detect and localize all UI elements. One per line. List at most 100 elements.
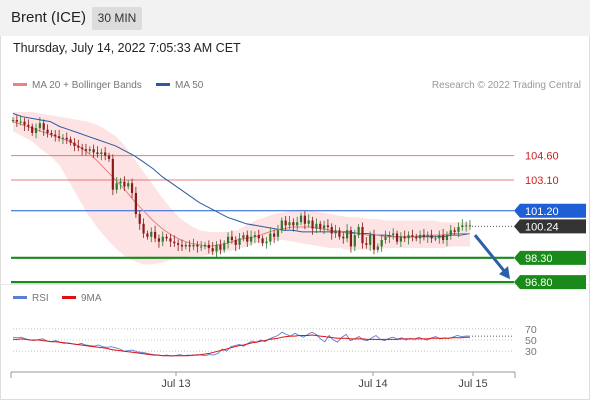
rsi-line — [12, 331, 470, 357]
level-label-101-20: 101.20 — [525, 206, 559, 218]
candle-body — [119, 181, 122, 184]
candle-body — [449, 230, 452, 236]
candle-body — [177, 243, 180, 245]
candle-body — [27, 124, 30, 127]
candle-body — [23, 121, 26, 125]
candle-body — [280, 220, 283, 231]
candle-body — [161, 236, 164, 242]
candle-body — [395, 233, 399, 242]
candle-body — [192, 244, 195, 247]
candle-body — [46, 129, 49, 133]
candle-body — [138, 214, 141, 224]
candle-body — [73, 142, 76, 146]
timeframe-badge[interactable]: 30 MIN — [92, 7, 142, 30]
candle-body — [38, 123, 41, 129]
level-tag-101-20 — [514, 203, 586, 218]
candle-body — [361, 227, 364, 244]
candle-body — [34, 128, 38, 133]
legend-swatch-ma-bb — [13, 82, 27, 86]
candle-body — [150, 231, 153, 237]
candle-body — [157, 238, 161, 242]
candle-body — [299, 215, 303, 223]
candle-body — [19, 121, 22, 123]
x-tick-label: Jul 15 — [458, 378, 487, 390]
candle-body — [77, 145, 80, 148]
candle-body — [296, 222, 299, 226]
candle-body — [226, 236, 230, 244]
candle-body — [376, 246, 379, 250]
candle-body — [457, 227, 460, 232]
candle-body — [330, 227, 333, 234]
candle-body — [326, 225, 330, 228]
candle-body — [288, 222, 291, 226]
candle-body — [426, 235, 429, 237]
candle-body — [430, 235, 433, 239]
candle-body — [369, 235, 372, 245]
candle-body — [442, 235, 445, 240]
candle-body — [257, 235, 260, 239]
candle-body — [165, 236, 168, 239]
candle-body — [399, 236, 402, 242]
candle-body — [250, 236, 253, 242]
candle-body — [84, 149, 88, 151]
candle-body — [196, 244, 199, 247]
rsi-tick-label: 50 — [525, 335, 537, 347]
candle-body — [365, 243, 368, 245]
candle-body — [230, 236, 233, 240]
legend-rsi: RSI — [13, 293, 49, 304]
candle-body — [50, 132, 53, 135]
candle-body — [203, 244, 207, 247]
level-tag-100-24 — [514, 219, 586, 234]
candle-body — [322, 225, 326, 229]
candle-body — [246, 235, 249, 242]
candle-body — [69, 139, 72, 143]
candle-body — [123, 181, 126, 187]
candle-body — [372, 235, 376, 250]
candle-body — [415, 236, 418, 239]
level-label-100-24: 100.24 — [525, 221, 559, 233]
level-label-104-60: 104.60 — [525, 151, 559, 163]
forecast-arrow-head — [499, 266, 510, 280]
legend-label-rsi: RSI — [32, 293, 49, 304]
candle-body — [173, 241, 176, 244]
candle-body — [461, 225, 464, 228]
candle-body — [319, 223, 322, 229]
level-label-103-10: 103.10 — [525, 175, 559, 187]
candle-body — [418, 235, 422, 239]
legend-9ma: 9MA — [62, 293, 102, 304]
candle-body — [445, 235, 449, 240]
candle-body — [142, 223, 145, 234]
legend-label-9ma: 9MA — [81, 293, 102, 304]
candle-body — [265, 241, 268, 244]
candle-body — [31, 126, 34, 133]
candle-body — [234, 239, 237, 245]
copyright-text: Research © 2022 Trading Central — [431, 80, 581, 91]
candle-body — [188, 244, 191, 247]
candle-body — [334, 230, 337, 234]
candle-body — [403, 236, 406, 239]
candle-body — [269, 233, 272, 242]
candle-body — [357, 227, 360, 236]
legend-swatch-9ma — [62, 295, 76, 299]
candle-body — [411, 235, 414, 237]
candle-body — [11, 119, 15, 121]
candle-body — [292, 222, 295, 226]
level-tag-96-80 — [514, 275, 586, 290]
candle-body — [219, 244, 222, 250]
header-bar: Brent (ICE) 30 MIN — [0, 0, 590, 36]
rsi-tick-label: 70 — [525, 324, 537, 336]
candle-body — [253, 235, 257, 237]
x-tick-label: Jul 14 — [358, 378, 387, 390]
candle-body — [223, 243, 226, 250]
timestamp: Thursday, July 14, 2022 7:05:33 AM CET — [13, 41, 241, 55]
candle-body — [15, 119, 18, 122]
forecast-arrow-shaft — [473, 234, 508, 275]
candle-body — [88, 149, 91, 151]
legend-swatch-rsi — [13, 295, 27, 299]
candle-body — [438, 235, 441, 239]
candle-body — [215, 244, 218, 252]
candle-body — [303, 215, 306, 224]
candle-body — [338, 230, 341, 237]
candle-body — [107, 155, 111, 159]
